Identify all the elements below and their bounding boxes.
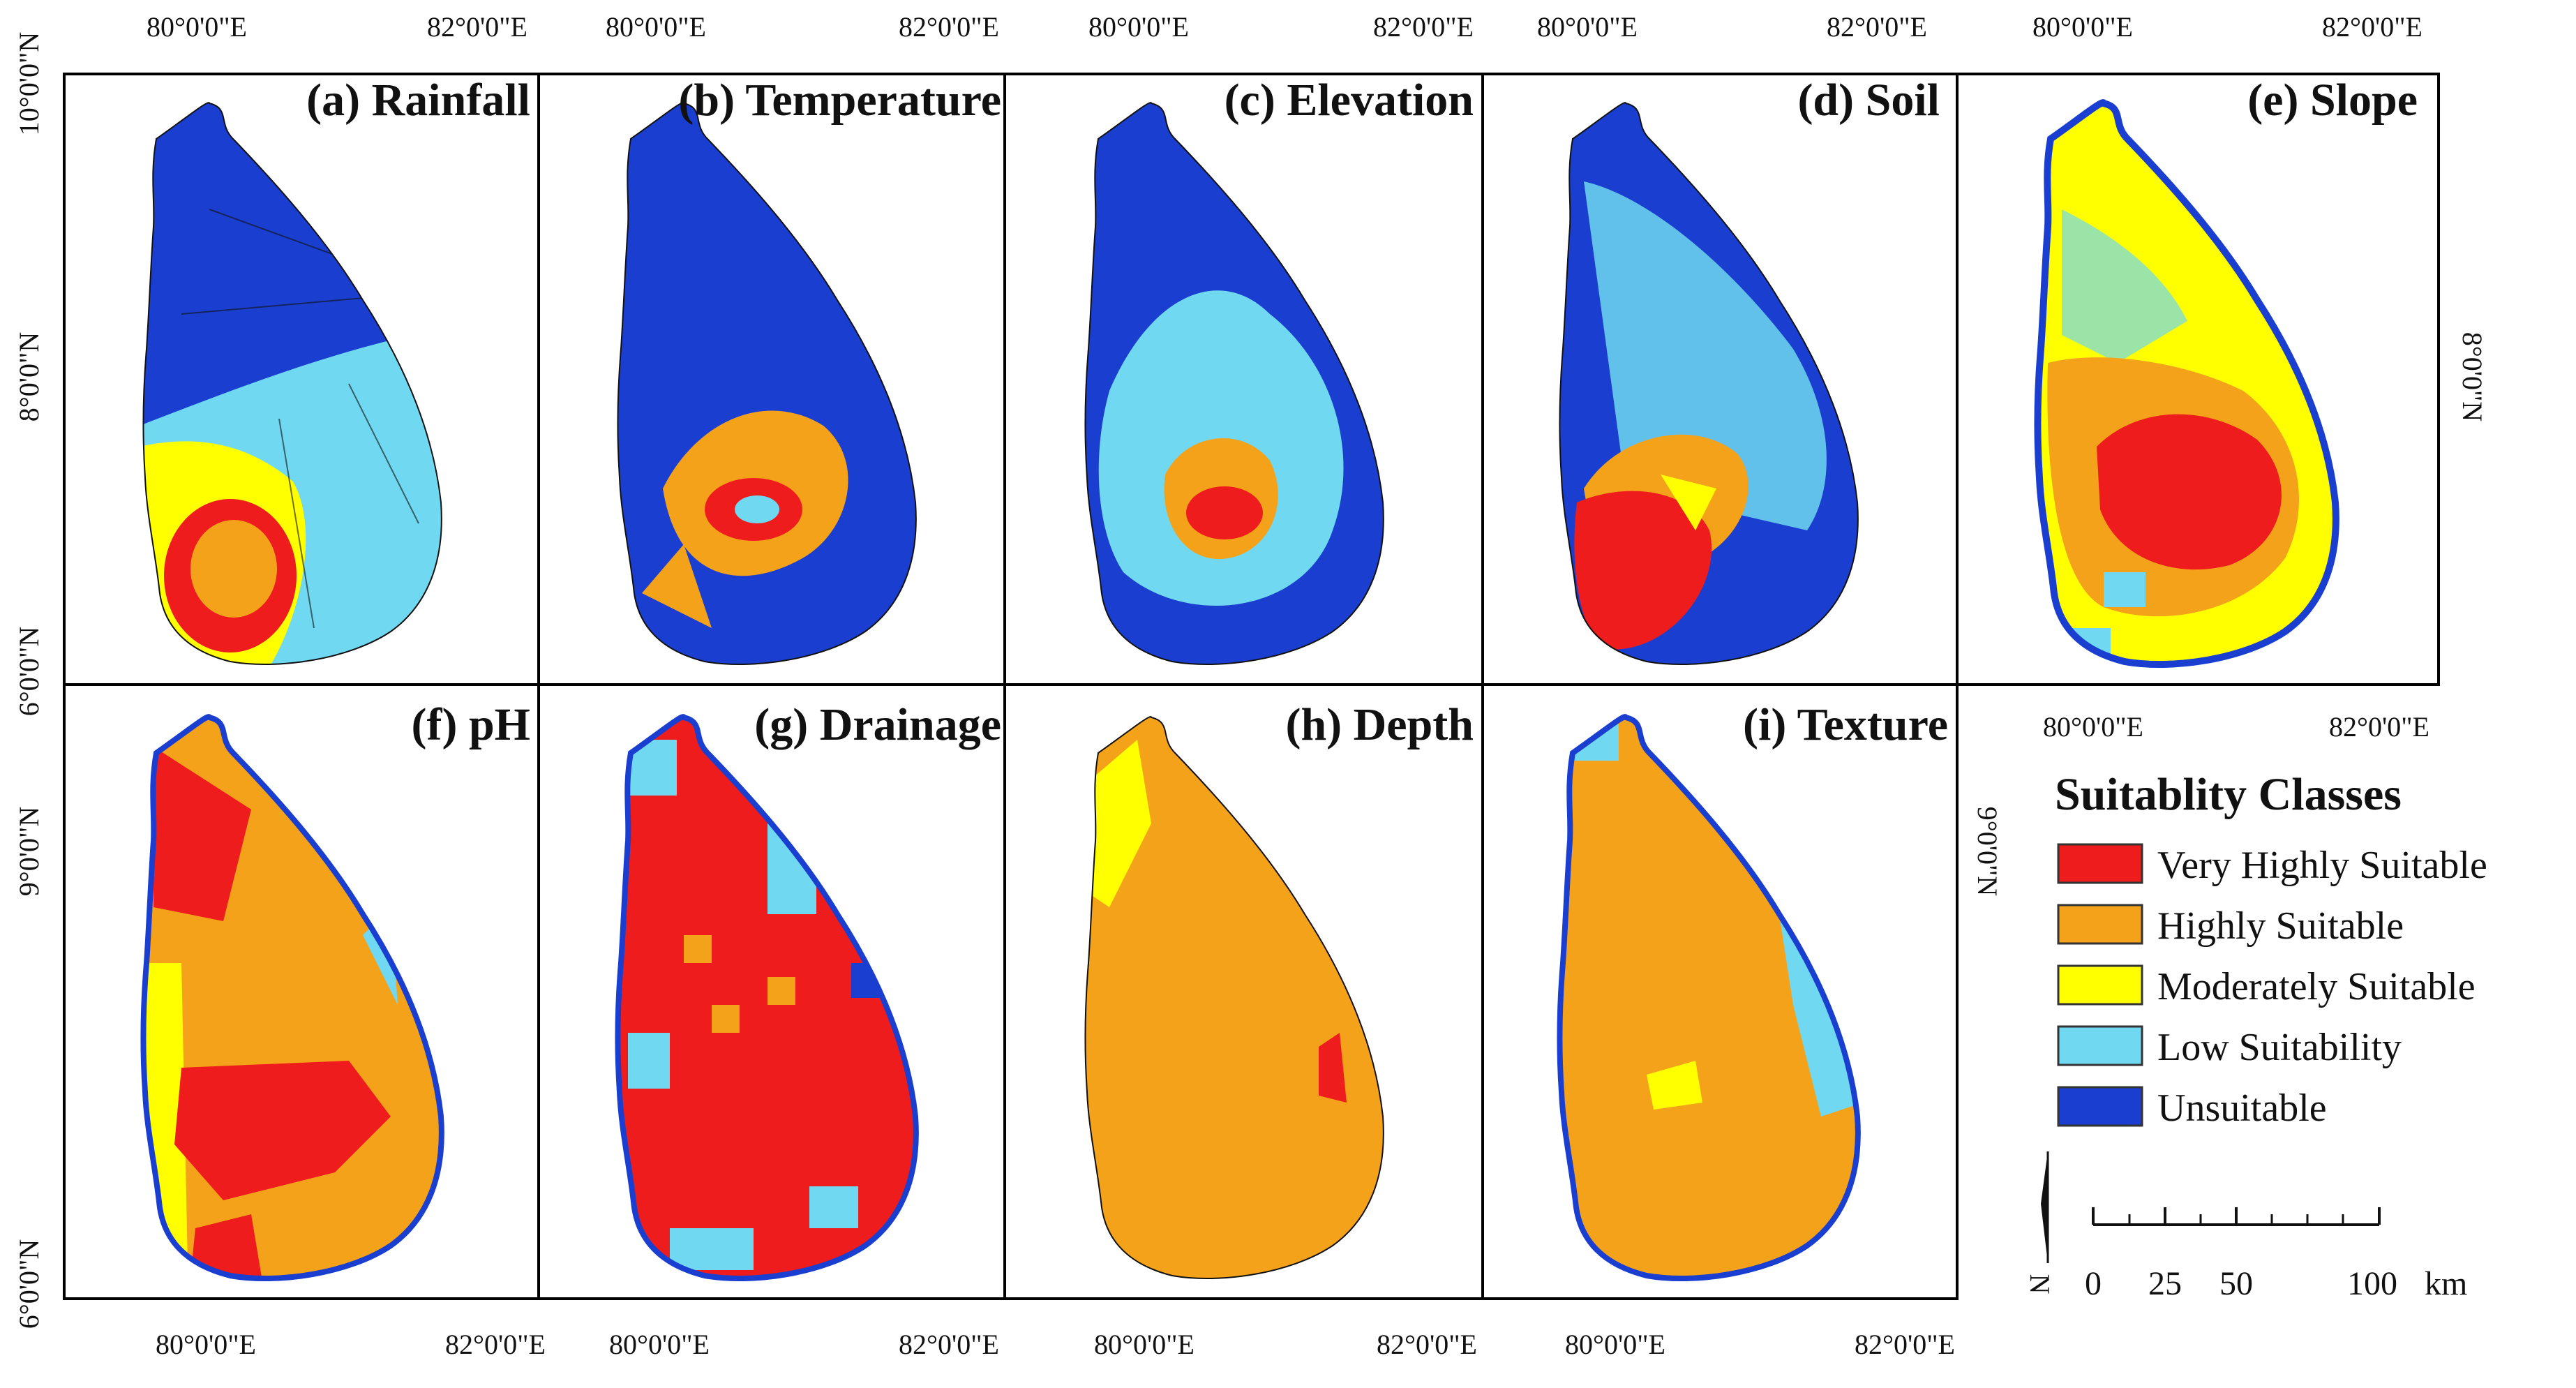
sri-lanka-map [617,102,917,665]
sri-lanka-map [1084,102,1384,665]
panel-g-drainage: (g) Drainage 80°0'0"E 82°0'0"E [537,683,1006,1360]
lon-label-top-1: 80°0'0"E [606,11,706,43]
panel-title: (d) Soil [1797,75,1940,126]
lon-label-bottom-2: 82°0'0"E [899,1329,999,1360]
panel-title: (g) Drainage [754,699,1001,750]
panel-e-slope: (e) Slope 80°0'0"E 82°0'0"E 8°0'0"N 80°0… [1956,11,2488,742]
lat-label-left-1: 9°0'0"N [13,807,45,896]
panel-title: (b) Temperature [678,75,1001,126]
legend-item: Very Highly Suitable [2057,843,2487,887]
scale-tick-label: 0 [2085,1265,2102,1302]
legend-item: Low Suitability [2057,1025,2402,1069]
panel-h-depth: (h) Depth 80°0'0"E 82°0'0"E [1003,683,1484,1360]
scale-bar: 0 25 50 100 km [2085,1207,2467,1302]
panel-frame [1956,73,2440,686]
panel-f-ph: (f) pH 9°0'0"N 6°0'0"N 80°0'0"E 82°0'0"E [13,683,546,1360]
panel-frame [1481,683,1959,1300]
panel-title: (c) Elevation [1225,75,1474,126]
sri-lanka-map [615,714,919,1281]
lat-label-right-1: 9°0'0"N [1972,807,2003,896]
sri-lanka-map [1559,102,1859,665]
lon-label-bottom-2: 82°0'0"E [2329,711,2429,742]
sri-lanka-map [142,102,442,665]
legend-label: Unsuitable [2157,1087,2327,1130]
legend-label: Very Highly Suitable [2157,844,2487,887]
lat-label-left-2: 6°0'0"N [13,1239,45,1329]
legend-label: Highly Suitable [2157,904,2404,948]
lon-label-bottom-2: 82°0'0"E [1855,1329,1955,1360]
legend-title: Suitablity Classes [2055,769,2402,820]
legend-swatch [2057,1086,2143,1127]
lon-label-bottom-1: 80°0'0"E [2043,711,2143,742]
legend: Suitablity Classes Very Highly Suitable … [2055,769,2487,1130]
lon-label-bottom-1: 80°0'0"E [1094,1329,1195,1360]
sri-lanka-map [140,714,444,1281]
scale-unit: km [2425,1265,2467,1302]
panel-title: (f) pH [412,699,530,750]
lat-label-left-2: 8°0'0"N [13,332,45,421]
scale-tick-label: 50 [2219,1265,2253,1302]
north-arrow-icon: N [2024,1151,2055,1294]
lon-label-bottom-1: 80°0'0"E [609,1329,710,1360]
lon-label-top-1: 80°0'0"E [1088,11,1189,43]
panel-title: (i) Texture [1743,699,1948,750]
sri-lanka-map [2034,99,2339,668]
legend-swatch [2057,843,2143,884]
panel-title: (h) Depth [1285,699,1474,750]
north-label: N [2024,1274,2055,1294]
panel-title: (a) Rainfall [306,75,530,126]
legend-item: Highly Suitable [2057,904,2404,948]
legend-item: Moderately Suitable [2057,964,2476,1008]
panel-d-soil: (d) Soil 80°0'0"E 82°0'0"E [1481,11,1959,686]
lon-label-bottom-1: 80°0'0"E [1565,1329,1665,1360]
legend-swatch [2057,1025,2143,1066]
panel-c-elevation: (c) Elevation 80°0'0"E 82°0'0"E [1003,11,1484,686]
lon-label-top-2: 82°0'0"E [427,11,527,43]
lon-label-bottom-2: 82°0'0"E [1377,1329,1477,1360]
legend-label: Moderately Suitable [2157,965,2476,1008]
legend-swatch [2057,904,2143,945]
lon-label-top-1: 80°0'0"E [147,11,247,43]
lat-label-left-3: 6°0'0"N [13,627,45,716]
scale-tick-label: 100 [2347,1265,2397,1302]
legend-item: Unsuitable [2057,1086,2327,1130]
scale-tick-label: 25 [2148,1265,2182,1302]
legend-label: Low Suitability [2157,1026,2402,1069]
panel-b-temperature: (b) Temperature 80°0'0"E 82°0'0"E [537,11,1006,686]
lon-label-top-2: 82°0'0"E [1827,11,1927,43]
panel-title: (e) Slope [2247,75,2418,126]
panel-i-texture: (i) Texture 80°0'0"E 82°0'0"E 9°0'0"N [1481,683,2003,1360]
lat-label-right-1: 8°0'0"N [2457,332,2488,421]
sri-lanka-map [1084,716,1384,1279]
lon-label-top-2: 82°0'0"E [1373,11,1474,43]
lon-label-bottom-2: 82°0'0"E [445,1329,546,1360]
lon-label-top-2: 82°0'0"E [2322,11,2423,43]
lon-label-top-2: 82°0'0"E [899,11,999,43]
lat-label-left-1: 10°0'0"N [13,32,45,135]
lon-label-top-1: 80°0'0"E [2032,11,2133,43]
sri-lanka-map [1557,714,1861,1281]
legend-swatch [2057,964,2143,1006]
lon-label-bottom-1: 80°0'0"E [156,1329,256,1360]
lon-label-top-1: 80°0'0"E [1537,11,1638,43]
panel-a-rainfall: (a) Rainfall 80°0'0"E 82°0'0"E 10°0'0"N … [13,11,540,716]
